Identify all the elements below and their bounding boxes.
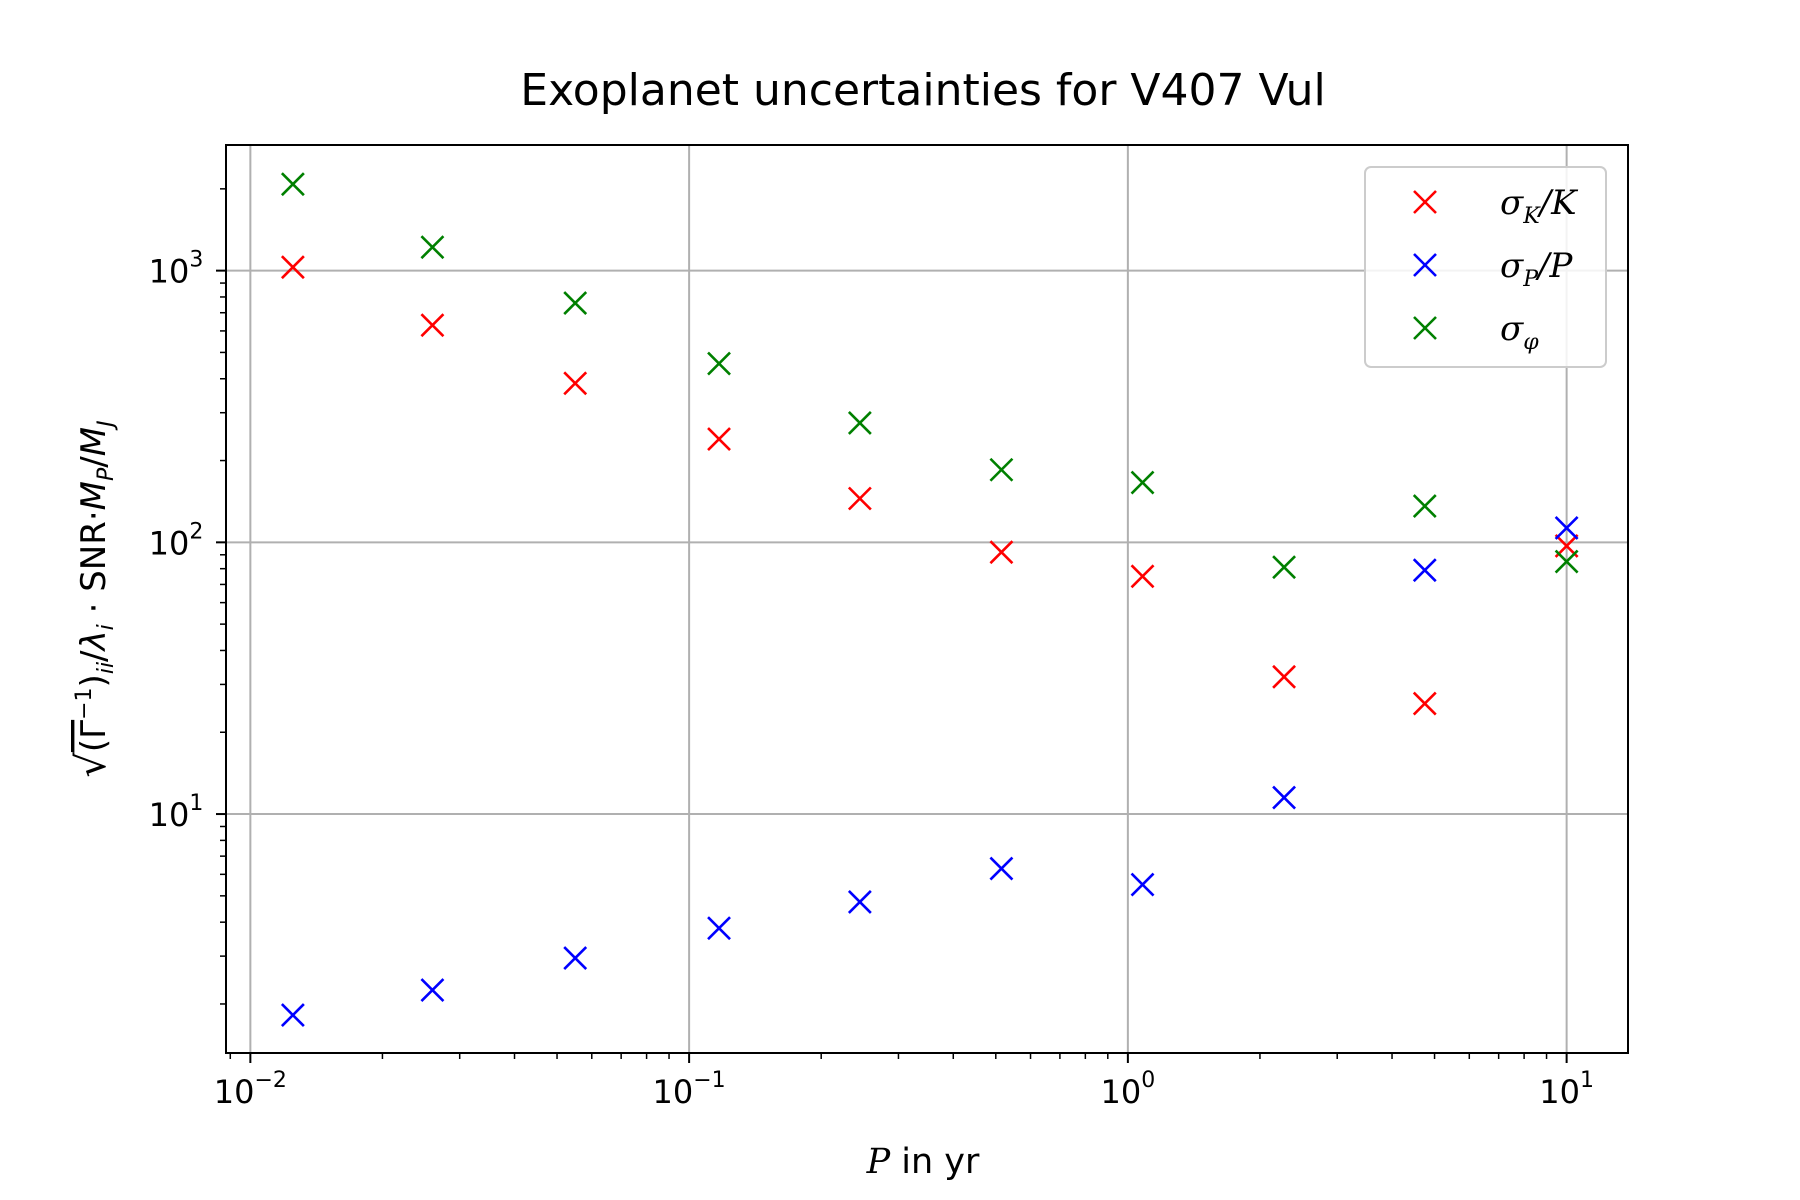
data-point-series-2 (1554, 549, 1579, 574)
data-point-series-1 (1554, 516, 1579, 540)
y-tick-label: 101 (149, 791, 204, 834)
legend-marker (1413, 253, 1437, 277)
y-tick-label: 102 (149, 519, 204, 562)
plot-frame (225, 144, 1629, 1054)
legend: σK/K σP/P σφ (1364, 166, 1607, 368)
data-point-series-0 (420, 313, 445, 338)
legend-marker (1413, 316, 1437, 340)
data-point-series-0 (847, 486, 872, 511)
data-point-series-1 (989, 856, 1014, 881)
y-axis-label: √(Γ−1)ii/λi · SNR·MP/MJ (69, 420, 119, 777)
x-tick-label: 10−1 (653, 1068, 726, 1111)
data-point-series-1 (1272, 785, 1296, 810)
legend-box (1364, 166, 1607, 368)
data-point-series-2 (420, 235, 445, 260)
legend-label: σP/P (1500, 246, 1573, 292)
data-point-series-2 (280, 172, 305, 197)
data-point-series-0 (563, 371, 588, 396)
data-point-series-0 (1412, 691, 1437, 716)
data-point-series-1 (1130, 872, 1155, 897)
x-tick-label: 100 (1101, 1068, 1156, 1111)
x-tick-label: 101 (1539, 1068, 1594, 1111)
chart-title: Exoplanet uncertainties for V407 Vul (520, 65, 1325, 116)
x-axis-label: P in yr (866, 1142, 980, 1182)
data-point-series-2 (707, 351, 731, 376)
data-point-series-2 (563, 291, 588, 315)
minor-ticks (220, 188, 1548, 1059)
y-tick-label: 103 (149, 248, 204, 291)
data-point-series-2 (989, 457, 1014, 482)
data-point-series-1 (563, 946, 588, 971)
data-point-series-2 (1272, 555, 1296, 580)
data-point-series-1 (847, 889, 872, 914)
svg-text:√(Γ−1)ii/λi · SNR·MP/MJ: √(Γ−1)ii/λi · SNR·MP/MJ (69, 420, 119, 777)
data-point-series-2 (847, 411, 872, 435)
data-point-series-1 (280, 1003, 305, 1028)
x-axis-ticks: 10−2 10−1 100 101 (214, 1053, 1594, 1111)
legend-label: σK/K (1500, 183, 1579, 229)
data-point-series-1 (1412, 558, 1437, 583)
x-tick-label: 10−2 (214, 1068, 287, 1111)
data-point-series-0 (989, 540, 1014, 565)
data-marks (280, 172, 1579, 1028)
data-point-series-0 (707, 427, 731, 451)
data-point-series-2 (1412, 494, 1437, 518)
legend-marker (1413, 190, 1437, 214)
data-point-series-0 (1130, 564, 1155, 589)
data-point-series-1 (420, 978, 445, 1002)
data-point-series-2 (1130, 470, 1155, 495)
legend-label: σφ (1500, 309, 1539, 355)
data-point-series-0 (1272, 664, 1296, 689)
y-axis-ticks: 101 102 103 (149, 248, 226, 834)
data-point-series-0 (280, 255, 305, 280)
data-point-series-1 (707, 916, 731, 941)
